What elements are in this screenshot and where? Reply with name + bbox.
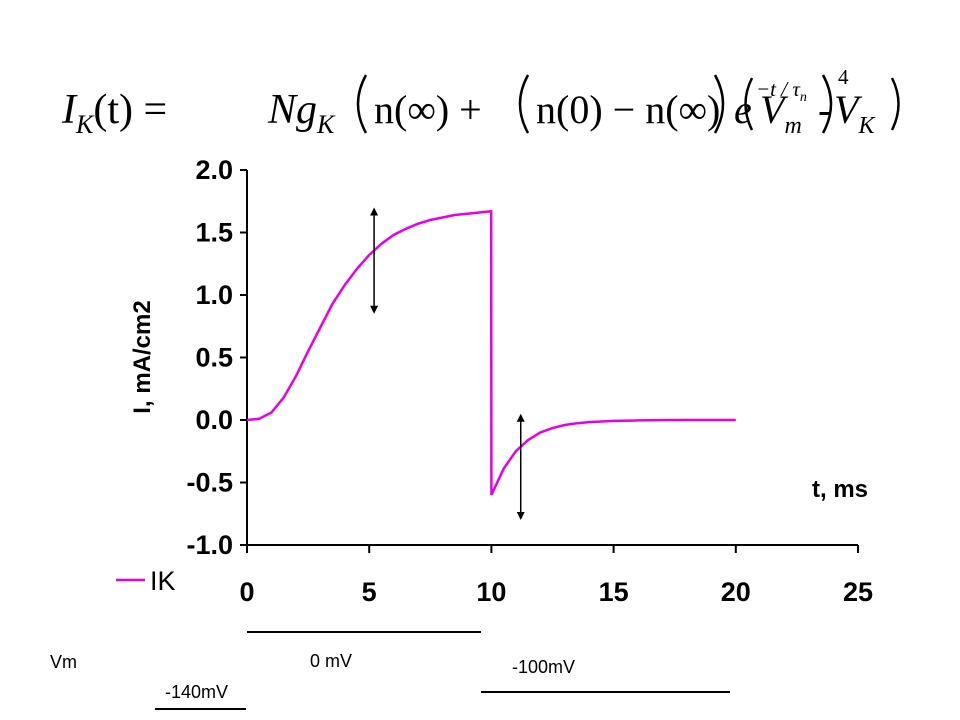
driving-force-paren-right-icon [890, 77, 900, 131]
x-tick-label: 15 [599, 577, 629, 607]
protocol-vm-label: Vm [50, 652, 77, 672]
y-tick-label: 1.5 [195, 218, 233, 248]
legend-label-ik: IK [150, 566, 176, 596]
x-tick-label: 20 [721, 577, 751, 607]
equation-driving-force: Vm - VK [744, 77, 900, 139]
big-paren-right-icon [821, 74, 833, 134]
equation: IK(t) = NgK n(∞) + n(0) − n(∞) e −t / τn… [61, 65, 849, 139]
x-tick-label: 10 [476, 577, 506, 607]
y-tick-label: 0.5 [195, 343, 233, 373]
y-tick-label: 0.0 [195, 405, 233, 435]
x-tick-label: 5 [362, 577, 377, 607]
equation-term1: n(∞) + [374, 87, 482, 132]
arrowhead-icon [516, 413, 525, 422]
arrowhead-icon [370, 207, 379, 216]
inner-paren-right-icon [713, 74, 725, 134]
y-tick-label: -0.5 [186, 468, 233, 498]
y-tick-label: -1.0 [186, 530, 233, 560]
voltage-protocol: Vm -140mV 0 mV -100mV [50, 631, 730, 710]
protocol-step-label: 0 mV [310, 651, 352, 671]
equation-vk: VK [834, 87, 876, 139]
annotations [370, 207, 525, 520]
protocol-post-label: -100mV [512, 657, 575, 677]
x-axis-title: t, ms [812, 476, 868, 503]
x-tick-label: 25 [843, 577, 873, 607]
driving-force-paren-left-icon [744, 77, 754, 131]
equation-vm: Vm [760, 87, 802, 139]
x-ticks: 0 5 10 15 20 25 [239, 545, 873, 607]
protocol-hold-label: -140mV [165, 682, 228, 702]
legend: IK [116, 566, 176, 596]
equation-lhs: IK(t) = [61, 87, 167, 139]
inner-paren-left-icon [518, 74, 530, 134]
arrowhead-icon [516, 512, 525, 520]
arrowhead-icon [370, 305, 379, 314]
x-tick-label: 0 [239, 577, 254, 607]
y-axis-title: I, mA/cm2 [129, 300, 156, 413]
equation-minus: - [818, 87, 831, 132]
big-paren-left-icon [356, 74, 368, 134]
y-tick-label: 2.0 [195, 155, 233, 185]
equation-outer-power: 4 [838, 65, 849, 89]
y-ticks: -1.0 -0.5 0.0 0.5 1.0 1.5 2.0 [186, 155, 247, 560]
series-line-ik [246, 209, 736, 496]
equation-conductance: NgK [267, 87, 336, 139]
equation-term2: n(0) − n(∞) [536, 87, 720, 132]
y-tick-label: 1.0 [195, 280, 233, 310]
equation-exponent: −t / τn [756, 77, 807, 105]
